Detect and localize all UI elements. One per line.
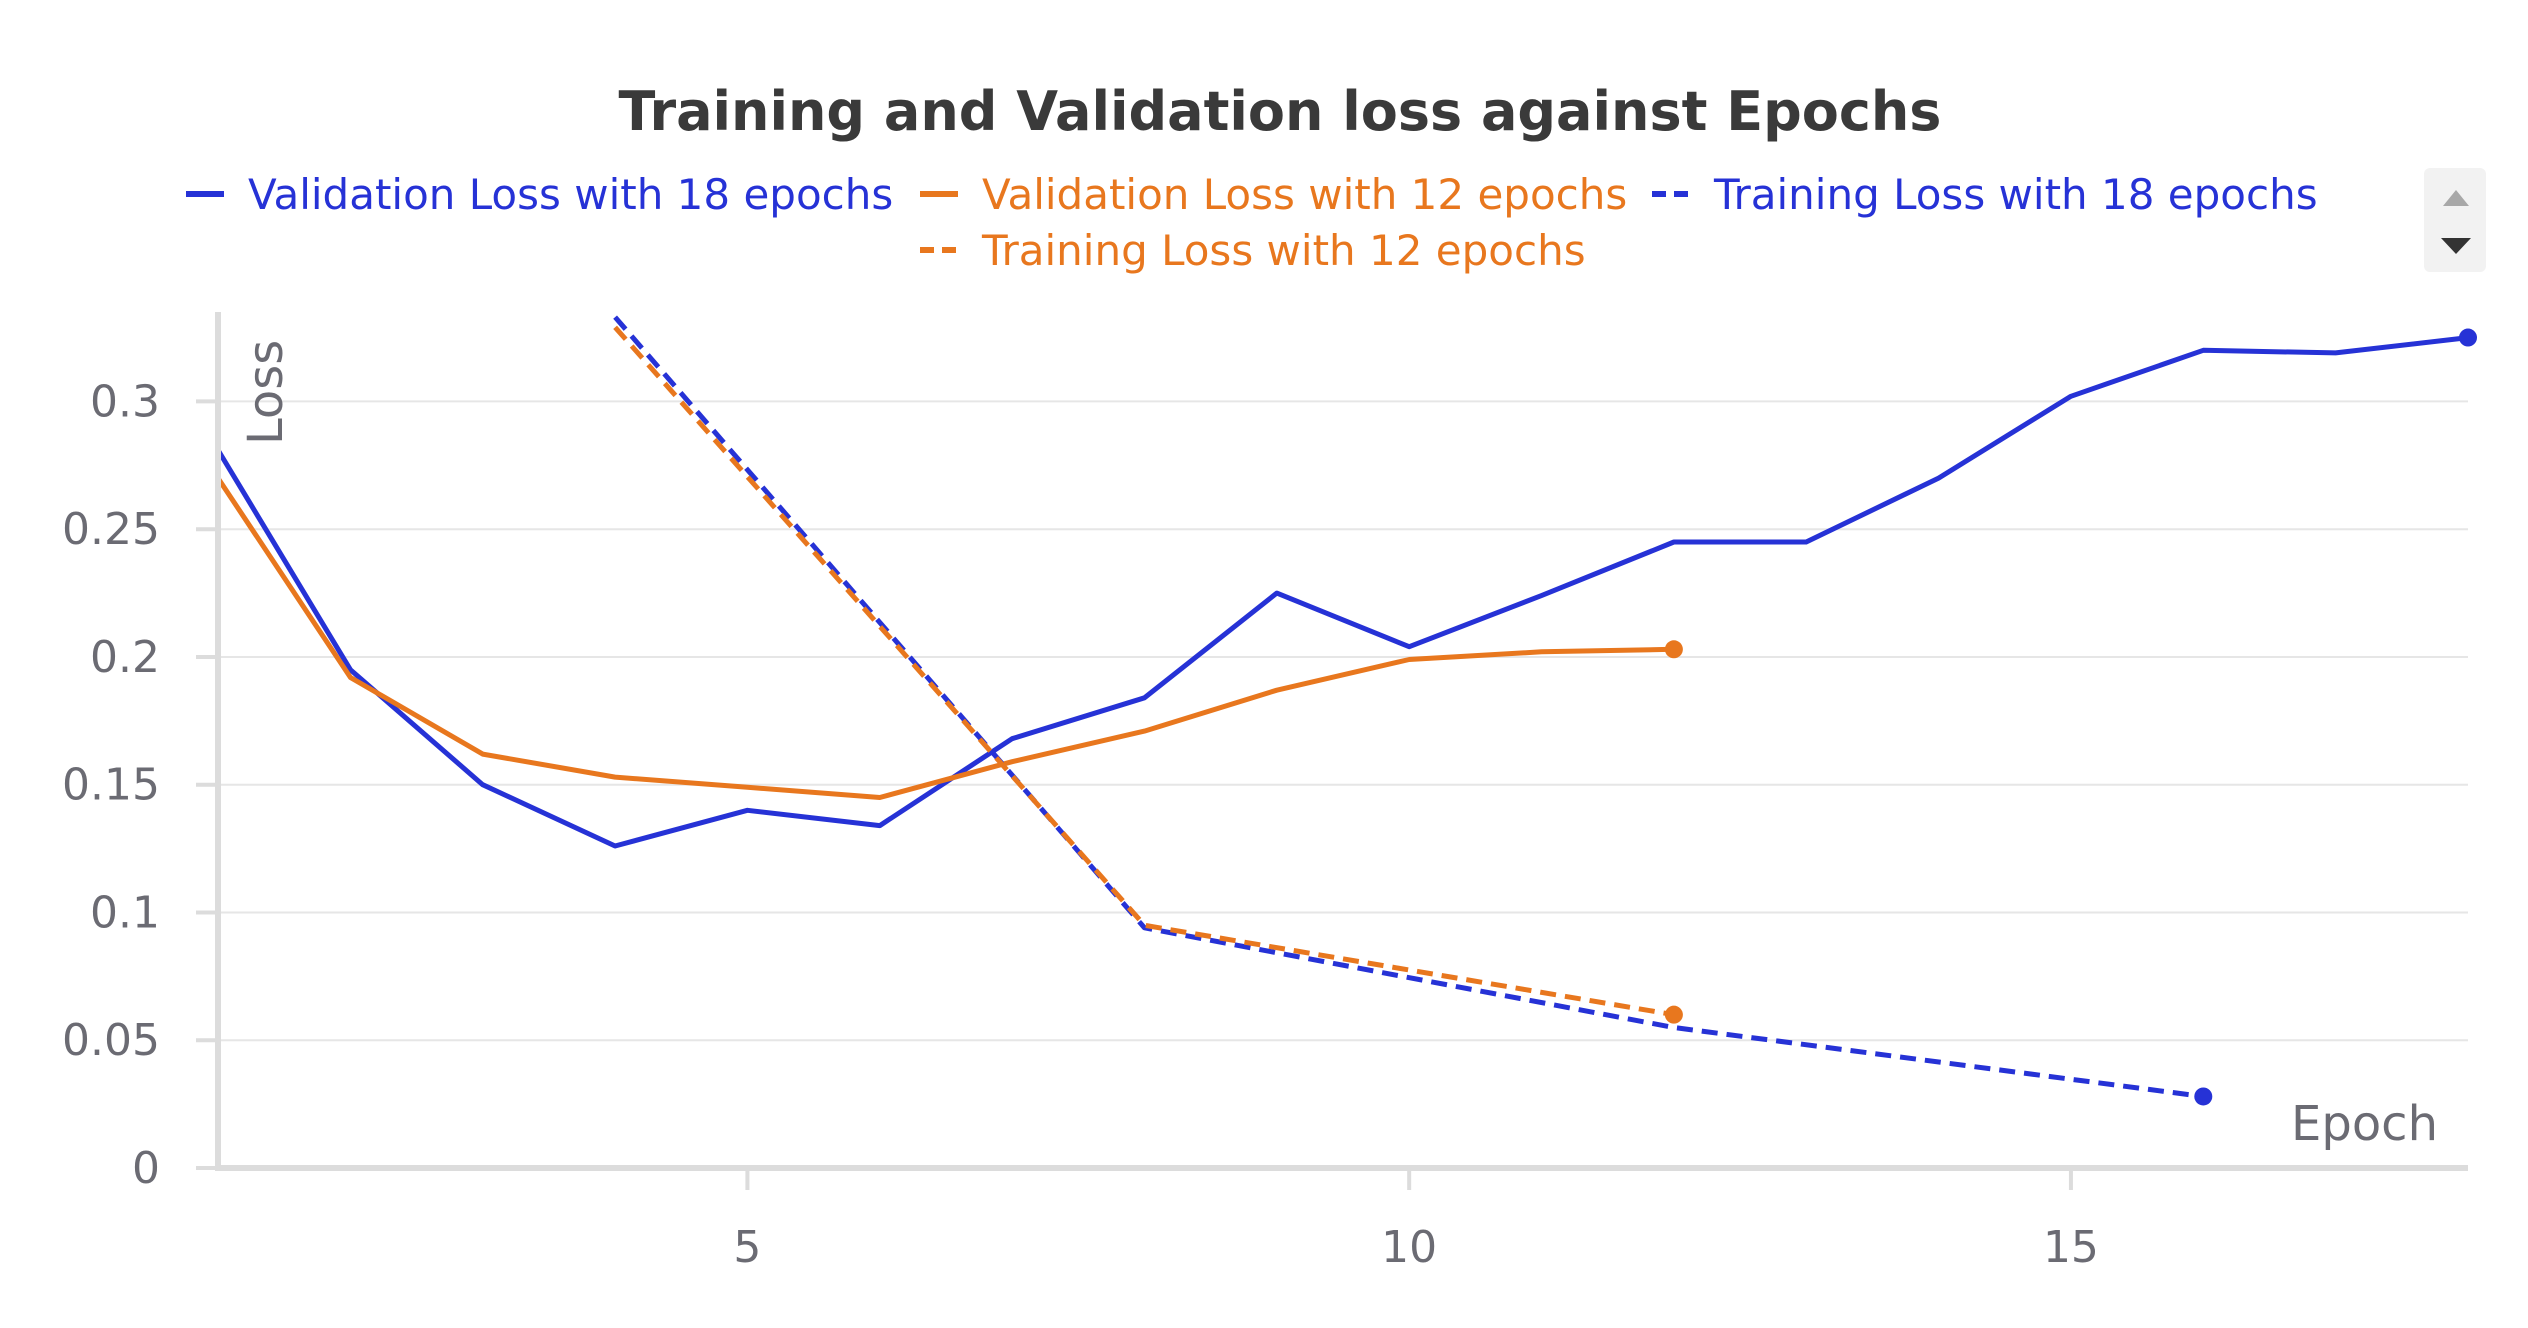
x-axis-label: Epoch — [2291, 1096, 2438, 1152]
y-tick-label: 0.05 — [62, 1015, 160, 1066]
scroll-up-icon[interactable] — [2443, 190, 2469, 206]
y-tick-label: 0.3 — [90, 376, 160, 427]
series-end-point-4 — [1664, 1005, 1683, 1024]
legend-item[interactable]: Training Loss with 18 epochs — [1652, 170, 2318, 219]
legend-item[interactable]: Validation Loss with 18 epochs — [186, 170, 893, 219]
legend-label: Training Loss with 12 epochs — [981, 226, 1586, 275]
series-end-point-3 — [2194, 1087, 2213, 1106]
y-tick-label: 0.2 — [90, 632, 160, 683]
x-tick-label: 15 — [2043, 1222, 2099, 1273]
series-end-point-1 — [2459, 328, 2477, 347]
series-line-4 — [613, 325, 1675, 1018]
y-tick-label: 0 — [132, 1143, 160, 1194]
series-layer — [215, 315, 2477, 1106]
legend-label: Validation Loss with 12 epochs — [982, 170, 1627, 219]
legend-item[interactable]: Validation Loss with 12 epochs — [920, 170, 1627, 219]
y-tick-label: 0.15 — [62, 760, 160, 811]
legend-item[interactable]: Training Loss with 12 epochs — [920, 226, 1586, 275]
chart-title: Training and Validation loss against Epo… — [619, 80, 1942, 143]
series-line-1 — [215, 335, 2469, 849]
grid — [218, 400, 2468, 1042]
x-tick-label: 10 — [1381, 1222, 1437, 1273]
legend-label: Training Loss with 18 epochs — [1713, 170, 2318, 219]
y-tick-label: 0.1 — [90, 887, 160, 938]
series-end-point-2 — [1664, 640, 1683, 659]
legend-scroll[interactable] — [2424, 168, 2486, 272]
x-tick-label: 5 — [733, 1222, 761, 1273]
scroll-down-icon[interactable] — [2441, 238, 2471, 254]
series-line-2 — [215, 476, 1674, 800]
y-axis-label: Loss — [238, 340, 294, 445]
legend: Validation Loss with 18 epochs Validation… — [186, 170, 2318, 275]
y-tick-label: 0.25 — [62, 504, 160, 555]
legend-label: Validation Loss with 18 epochs — [248, 170, 893, 219]
series-line-3 — [613, 315, 2204, 1099]
axes: 0 0.05 0.1 0.15 0.2 0.25 0.3 5 10 15 — [62, 312, 2468, 1273]
